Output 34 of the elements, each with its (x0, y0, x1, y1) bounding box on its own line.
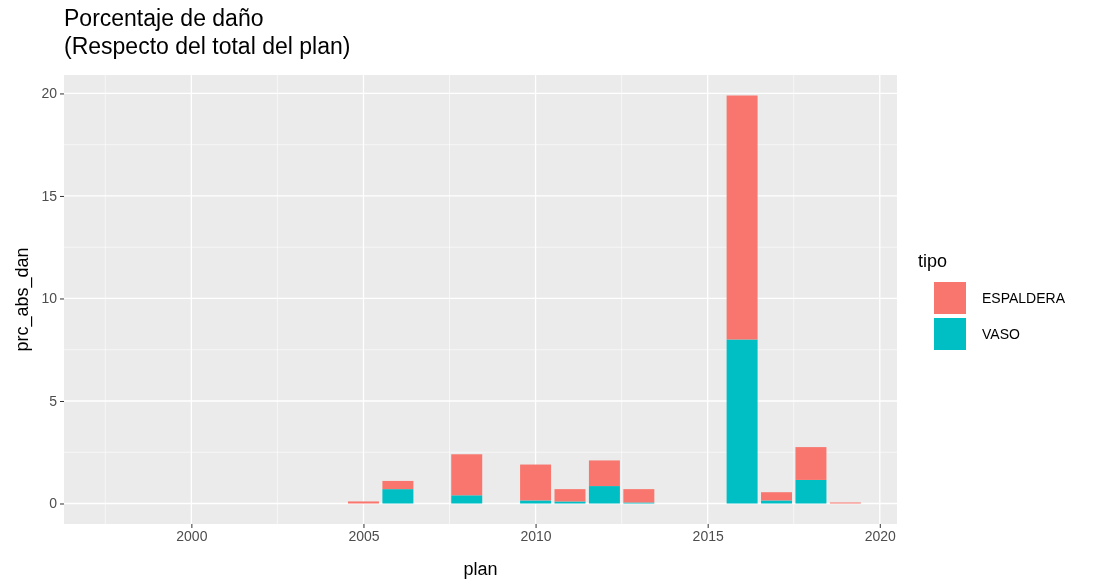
x-tick-label: 2010 (520, 527, 552, 544)
bar (451, 495, 483, 504)
bar (726, 95, 758, 340)
bar (726, 339, 758, 504)
y-tick-label: 5 (49, 392, 58, 409)
x-axis-title: plan (463, 559, 498, 579)
y-tick-label: 15 (41, 187, 58, 204)
bar (382, 489, 414, 504)
bar (761, 500, 793, 504)
y-axis-title: prc_abs_dan (12, 247, 33, 352)
bar (451, 454, 483, 496)
bar (520, 500, 552, 504)
x-tick-label: 2015 (692, 527, 724, 544)
bar (761, 492, 793, 501)
y-tick-label: 10 (41, 290, 58, 307)
legend-label: VASO (982, 326, 1020, 342)
bar (382, 480, 414, 490)
bar (588, 486, 620, 504)
bar (554, 501, 586, 504)
bar (520, 464, 552, 501)
x-tick-label: 2000 (176, 527, 208, 544)
x-tick-label: 2020 (864, 527, 897, 544)
bar (347, 501, 379, 504)
chart-title: Porcentaje de daño (Respecto del total del plan) (64, 5, 351, 59)
legend-title: tipo (918, 251, 948, 271)
bar (795, 447, 827, 480)
x-tick-label: 2005 (348, 527, 380, 544)
bar (623, 489, 655, 503)
bar (795, 479, 827, 504)
y-tick-label: 20 (41, 85, 58, 102)
bar (588, 460, 620, 487)
bar (554, 489, 586, 502)
legend-label: ESPALDERA (982, 290, 1066, 306)
y-tick-label: 0 (49, 495, 58, 512)
